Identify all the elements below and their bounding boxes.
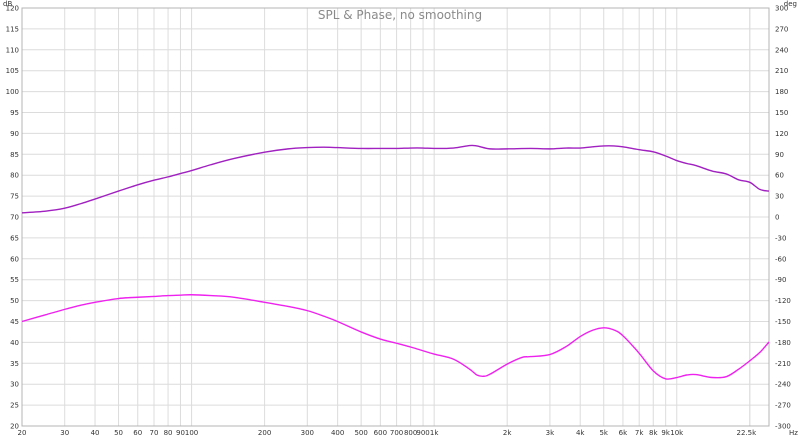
x-tick-label: 200 bbox=[258, 429, 271, 437]
x-tick-label: 30 bbox=[60, 429, 69, 437]
y-right-tick-label: 270 bbox=[775, 25, 788, 33]
y-left-tick-label: 80 bbox=[10, 172, 19, 180]
y-left-tick-label: 115 bbox=[6, 25, 19, 33]
x-tick-label: 3k bbox=[546, 429, 555, 437]
x-tick-label: 1k bbox=[430, 429, 439, 437]
y-left-tick-label: 55 bbox=[10, 276, 19, 284]
y-left-tick-label: 90 bbox=[10, 130, 19, 138]
x-tick-label: 6k bbox=[619, 429, 628, 437]
y-right-tick-label: -60 bbox=[775, 255, 786, 263]
x-tick-label: 300 bbox=[301, 429, 314, 437]
y-left-tick-label: 85 bbox=[10, 151, 19, 159]
grid bbox=[21, 7, 769, 427]
x-tick-label: 400 bbox=[331, 429, 344, 437]
y-left-tick-label: 120 bbox=[6, 5, 19, 13]
x-tick-label: 60 bbox=[133, 429, 142, 437]
plot-frame bbox=[21, 7, 770, 427]
y-right-tick-label: -210 bbox=[775, 360, 791, 368]
y-left-tick-label: 40 bbox=[10, 339, 19, 347]
y-axis-left: 20 25 30 35 40 45 50 55 60 65 70 75 80 85 90 95 100 105 11… bbox=[6, 5, 19, 431]
y-right-tick-label: 0 bbox=[775, 214, 779, 222]
chart-title: SPL & Phase, no smoothing bbox=[318, 8, 482, 22]
y-left-tick-label: 65 bbox=[10, 234, 19, 242]
x-tick-label: 22.5k bbox=[737, 429, 758, 437]
series-line-upper bbox=[21, 144, 770, 214]
y-right-tick-label: 120 bbox=[775, 130, 788, 138]
x-tick-label: 500 bbox=[354, 429, 367, 437]
y-left-tick-label: 110 bbox=[6, 46, 19, 54]
y-left-tick-label: 75 bbox=[10, 193, 19, 201]
x-unit-label: Hz bbox=[789, 429, 798, 437]
x-tick-label: 4k bbox=[576, 429, 585, 437]
y-left-tick-label: 95 bbox=[10, 109, 19, 117]
y-left-tick-label: 50 bbox=[10, 297, 19, 305]
x-tick-label: 80 bbox=[164, 429, 173, 437]
x-tick-label: 600 bbox=[374, 429, 387, 437]
x-tick-label: 900 bbox=[416, 429, 429, 437]
x-tick-label: 10k bbox=[670, 429, 684, 437]
y-right-tick-label: -150 bbox=[775, 318, 791, 326]
y-right-unit: deg bbox=[784, 0, 797, 8]
y-right-tick-label: -300 bbox=[775, 423, 791, 431]
x-tick-label: 90 bbox=[176, 429, 185, 437]
y-right-tick-label: 60 bbox=[775, 172, 784, 180]
y-right-tick-label: 90 bbox=[775, 151, 784, 159]
x-tick-label: 700 bbox=[390, 429, 403, 437]
y-right-tick-label: 180 bbox=[775, 88, 788, 96]
x-tick-label: 100 bbox=[185, 429, 198, 437]
y-right-tick-label: -90 bbox=[775, 276, 786, 284]
x-tick-label: 9k bbox=[661, 429, 670, 437]
x-tick-label: 800 bbox=[404, 429, 417, 437]
y-left-tick-label: 35 bbox=[10, 360, 19, 368]
y-left-tick-label: 70 bbox=[10, 214, 19, 222]
y-right-tick-label: -180 bbox=[775, 339, 791, 347]
y-right-tick-label: 300 bbox=[775, 5, 788, 13]
y-right-tick-label: 210 bbox=[775, 67, 788, 75]
y-right-tick-label: 240 bbox=[775, 46, 788, 54]
x-tick-label: 2k bbox=[503, 429, 512, 437]
x-tick-label: 20 bbox=[18, 429, 27, 437]
x-tick-label: 5k bbox=[599, 429, 608, 437]
y-right-tick-label: 150 bbox=[775, 109, 788, 117]
y-left-tick-label: 25 bbox=[10, 402, 19, 410]
y-right-tick-label: -120 bbox=[775, 297, 791, 305]
y-left-tick-label: 30 bbox=[10, 381, 19, 389]
series-group bbox=[21, 144, 770, 380]
x-axis: 20 30 40 50 60 70 80 90 100 200 300 400 500 600 700 800… bbox=[18, 429, 799, 437]
x-tick-label: 50 bbox=[114, 429, 123, 437]
y-left-tick-label: 60 bbox=[10, 255, 19, 263]
y-left-tick-label: 45 bbox=[10, 318, 19, 326]
x-tick-label: 40 bbox=[91, 429, 100, 437]
x-tick-label: 7k bbox=[635, 429, 644, 437]
x-tick-label: 70 bbox=[150, 429, 159, 437]
y-right-tick-label: -270 bbox=[775, 402, 791, 410]
y-left-tick-label: 105 bbox=[6, 67, 19, 75]
y-right-tick-label: 30 bbox=[775, 193, 784, 201]
series-line-lower bbox=[21, 294, 770, 380]
y-right-tick-label: -240 bbox=[775, 381, 791, 389]
y-axis-right: -300-270-240-210-180-150-120-90-60-30030… bbox=[775, 5, 791, 431]
y-left-tick-label: 20 bbox=[10, 423, 19, 431]
y-left-tick-label: 100 bbox=[6, 88, 19, 96]
y-left-unit: dB bbox=[3, 0, 12, 8]
x-tick-label: 8k bbox=[649, 429, 658, 437]
y-right-tick-label: -30 bbox=[775, 234, 786, 242]
